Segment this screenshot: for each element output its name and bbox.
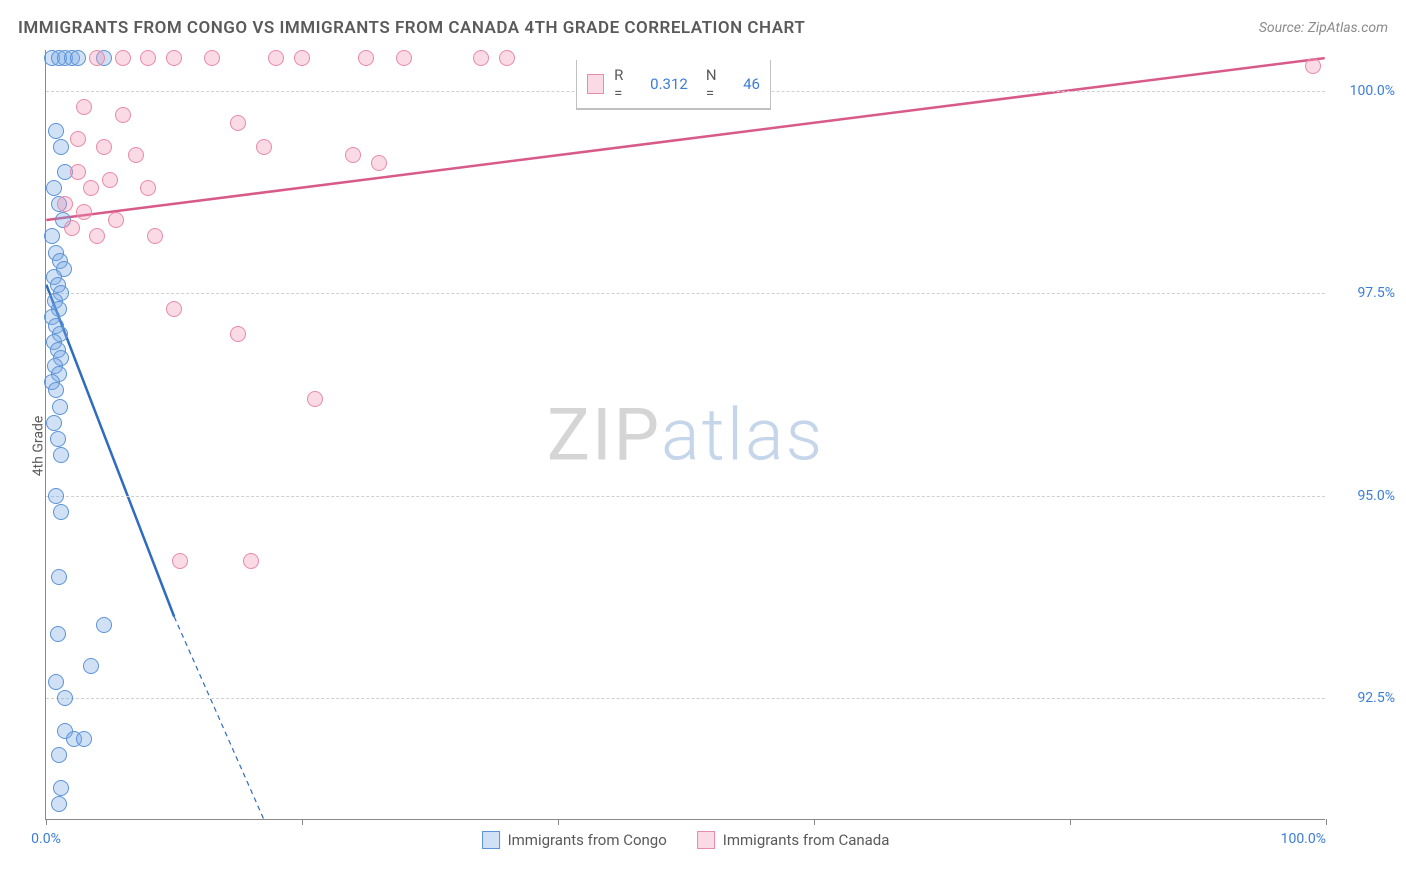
x-tick-mark [1326,819,1327,825]
scatter-point [52,399,68,415]
scatter-point [115,50,131,66]
scatter-point [46,180,62,196]
scatter-point [230,326,246,342]
x-tick-label: 0.0% [31,831,61,847]
scatter-point [76,99,92,115]
scatter-point [307,391,323,407]
legend-item-canada: Immigrants from Canada [697,831,890,849]
corr-n-label: N = [706,66,725,102]
scatter-point [140,50,156,66]
scatter-point [166,301,182,317]
scatter-point [396,50,412,66]
legend-label-canada: Immigrants from Canada [723,831,890,849]
scatter-point [57,196,73,212]
y-tick-label: 95.0% [1335,488,1395,504]
x-tick-label: 100.0% [1281,831,1326,847]
scatter-point [64,220,80,236]
scatter-point [51,796,67,812]
chart-header: IMMIGRANTS FROM CONGO VS IMMIGRANTS FROM… [18,18,1388,38]
scatter-point [50,431,66,447]
scatter-point [1305,58,1321,74]
legend-swatch-blue [482,831,500,849]
scatter-point [48,674,64,690]
scatter-point [53,447,69,463]
legend-swatch-pink [697,831,715,849]
scatter-point [89,50,105,66]
scatter-point [83,180,99,196]
scatter-point [53,139,69,155]
scatter-point [243,553,259,569]
scatter-point [268,50,284,66]
scatter-point [115,107,131,123]
scatter-point [70,164,86,180]
x-tick-mark [302,819,303,825]
corr-n-value: 46 [735,75,760,93]
legend-item-congo: Immigrants from Congo [482,831,667,849]
watermark-zip: ZIP [547,392,661,477]
scatter-point [102,172,118,188]
scatter-point [294,50,310,66]
scatter-point [53,504,69,520]
scatter-point [230,115,246,131]
trendlines-svg [46,50,1325,819]
scatter-point [48,123,64,139]
scatter-point [48,382,64,398]
scatter-point [70,131,86,147]
scatter-point [51,569,67,585]
chart-plot-area: ZIPatlas Immigrants from Congo Immigrant… [45,50,1325,820]
scatter-point [83,658,99,674]
scatter-point [44,228,60,244]
gridline [46,293,1325,294]
x-tick-mark [1070,819,1071,825]
scatter-point [371,155,387,171]
scatter-point [70,50,86,66]
watermark-atlas: atlas [661,392,824,477]
scatter-point [53,780,69,796]
scatter-point [345,147,361,163]
scatter-point [48,488,64,504]
gridline [46,698,1325,699]
scatter-point [499,50,515,66]
scatter-point [76,204,92,220]
y-tick-label: 100.0% [1335,83,1395,99]
scatter-point [96,139,112,155]
gridline [46,496,1325,497]
y-tick-label: 97.5% [1335,285,1395,301]
chart-source: Source: ZipAtlas.com [1259,20,1388,36]
chart-title: IMMIGRANTS FROM CONGO VS IMMIGRANTS FROM… [18,18,805,38]
scatter-point [51,747,67,763]
x-tick-mark [814,819,815,825]
y-tick-label: 92.5% [1335,690,1395,706]
y-axis-label: 4th Grade [30,416,46,477]
scatter-point [473,50,489,66]
x-axis-legend: Immigrants from Congo Immigrants from Ca… [482,831,890,849]
watermark: ZIPatlas [547,392,824,477]
scatter-point [147,228,163,244]
corr-r-value: 0.312 [642,75,688,93]
scatter-point [57,690,73,706]
corr-row: R = 0.312 N = 46 [576,60,771,109]
scatter-point [358,50,374,66]
scatter-point [256,139,272,155]
corr-r-label: R = [614,66,632,102]
scatter-point [108,212,124,228]
scatter-point [172,553,188,569]
corr-swatch [587,74,604,94]
scatter-point [140,180,156,196]
scatter-point [166,50,182,66]
scatter-point [50,626,66,642]
scatter-point [76,731,92,747]
scatter-point [204,50,220,66]
scatter-point [128,147,144,163]
legend-label-congo: Immigrants from Congo [508,831,667,849]
scatter-point [89,228,105,244]
scatter-point [96,617,112,633]
scatter-point [46,415,62,431]
x-tick-mark [46,819,47,825]
x-tick-mark [558,819,559,825]
